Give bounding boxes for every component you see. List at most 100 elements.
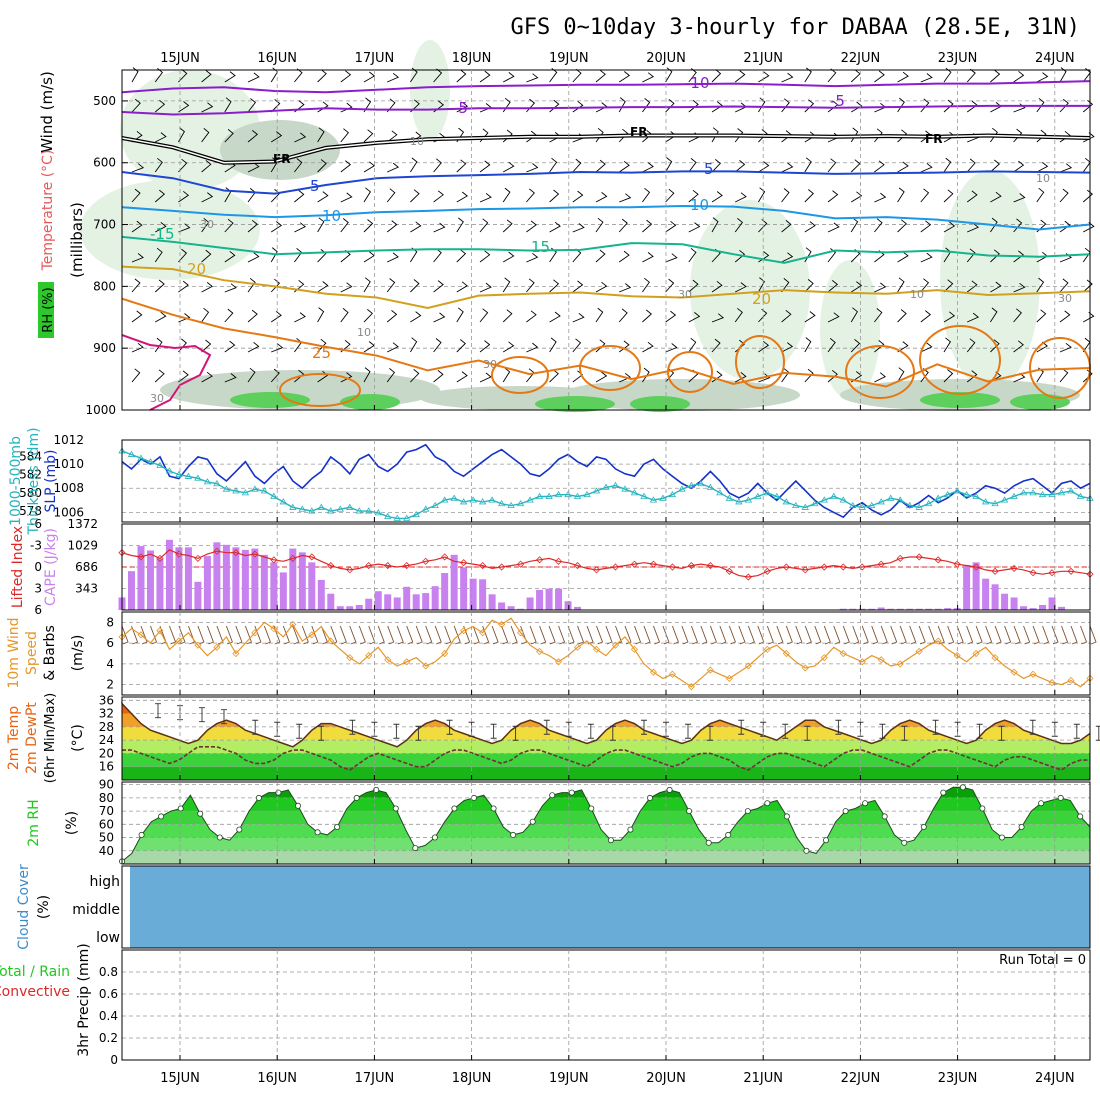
wind-barb [642, 219, 653, 233]
thickness-point [744, 496, 753, 503]
wind-speed-point [820, 654, 828, 662]
rh-point [470, 794, 477, 801]
cape-bar [279, 572, 287, 610]
wind-barb [224, 250, 236, 263]
wind-barb-10m [244, 625, 252, 645]
wind-barb [711, 280, 723, 293]
thickness-axis-title: 1000-500mb [8, 436, 24, 526]
rh-point [959, 784, 966, 791]
thickness-point [886, 494, 895, 501]
axis-titles: Wind (m/s)Temperature (°C) RH (%) (milliba… [0, 71, 92, 1057]
rh-line [121, 786, 1091, 862]
wind-speed-point [460, 627, 468, 635]
wind-barb-10m [368, 625, 376, 645]
wind-speed-point [213, 643, 221, 651]
day-label-top: 18JUN [452, 51, 492, 66]
wind-barb [1013, 70, 1025, 83]
wind-barb [990, 69, 1001, 83]
wind-barb [897, 71, 909, 83]
rh-contour-label: 10 [357, 326, 371, 339]
wind-barb-10m [453, 625, 461, 645]
wind-barb [734, 282, 747, 293]
temperature-axis-title: Temperature (°C) [40, 150, 56, 272]
warm-cell-contour [845, 345, 915, 399]
rh-axis-title: RH (%) [41, 287, 56, 332]
wind-barb-10m [1004, 625, 1012, 645]
rh2m-axis-title: 2m RH [26, 799, 42, 846]
temp-tick-label: 36 [99, 693, 114, 707]
wind-barb [572, 68, 582, 83]
rh-tick-label: 70 [99, 804, 114, 818]
wind-barb [850, 159, 861, 173]
wind-barb [618, 128, 629, 143]
wind-barb-10m [709, 625, 717, 645]
wind-barb [549, 337, 557, 353]
cape-bar [1020, 606, 1028, 610]
wind-barb [340, 70, 352, 83]
wind-barb [340, 128, 350, 143]
wind-barb [1059, 220, 1071, 233]
minmax-marker [1029, 719, 1036, 735]
rh-point [353, 794, 360, 801]
thickness-point [1048, 490, 1056, 498]
slp-frame [121, 439, 1091, 523]
wind-barb [827, 338, 836, 353]
wind-barb-10m [169, 625, 177, 645]
wind-barb-10m [197, 625, 205, 645]
thickness-point [478, 498, 487, 505]
thickness-point [298, 505, 307, 512]
slp-tick-label: 1006 [53, 505, 84, 519]
cape-bar [156, 558, 164, 610]
wind-speed-point [953, 652, 961, 660]
wind-barb [1059, 98, 1069, 113]
wind-barb [201, 371, 213, 383]
wind-barb [595, 281, 608, 293]
wind-barb [943, 99, 954, 113]
rh-point [490, 805, 497, 812]
rh-point [979, 805, 986, 812]
wind-barb-10m [738, 625, 746, 645]
wind-barb [154, 279, 165, 293]
rh-high-shading [920, 392, 1000, 408]
wind-barb [734, 160, 746, 173]
wind-barb-10m [558, 625, 566, 645]
wind-barb-10m [501, 625, 509, 645]
wind-barb [526, 188, 535, 203]
wind-barb [781, 309, 792, 323]
cape-bar [906, 608, 914, 610]
wind-barb-10m [605, 625, 613, 645]
wind-barb [618, 250, 630, 263]
wind-barb [1013, 160, 1025, 173]
wind-barb [920, 252, 933, 263]
wind-barb [178, 248, 188, 263]
warm-cell-contour [279, 373, 361, 407]
wind-barb [131, 278, 141, 293]
wind-barb [595, 339, 606, 353]
wind-barb [804, 279, 814, 293]
wind-barb-10m [766, 625, 774, 645]
run-total-label: Run Total = 0 [999, 953, 1086, 968]
day-labels-top: 15JUN 16JUN 17JUN 18JUN 19JUN 20JUN 21JUN 22JUN… [160, 51, 1074, 66]
day-label-top: 23JUN [938, 51, 978, 66]
cloud-axis-title: Cloud Cover [16, 864, 32, 950]
wind-barb [526, 310, 537, 323]
wind-barb [990, 249, 1000, 263]
wind-barb [317, 370, 329, 383]
li-tick-label: 0 [34, 560, 42, 574]
wind-barb [178, 158, 188, 173]
wind-barb [595, 307, 604, 323]
thickness-point [146, 458, 155, 465]
contour-label: 15 [531, 238, 550, 256]
wind-barb-10m [672, 625, 679, 645]
thickness-point [896, 496, 904, 503]
wind-speed-point [668, 670, 676, 678]
rh-shading [560, 379, 800, 411]
wind-barb [386, 278, 396, 293]
wind-barb [502, 219, 513, 233]
cape-bar [564, 601, 572, 610]
wind-barb [433, 370, 444, 383]
wind-barb [595, 371, 608, 383]
cape-bar [422, 593, 430, 610]
wind-barb [154, 247, 163, 263]
wind-barb [433, 280, 444, 293]
